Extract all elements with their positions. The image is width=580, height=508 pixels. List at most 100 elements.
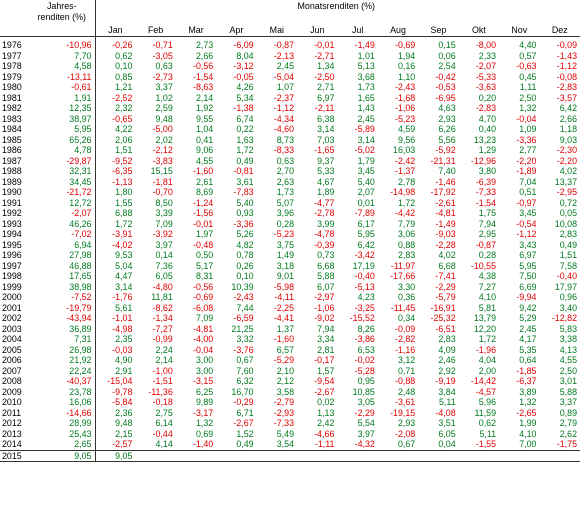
monthly-return-cell: -0,48	[192, 239, 214, 250]
monthly-return-cell: 2,35	[115, 334, 133, 344]
annual-return-cell: 46,26	[32, 218, 96, 229]
table-row: 1978 4,58 0,10 0,63 -0,56 -3,12 2,45 1,34 5,13 0,…	[0, 61, 580, 72]
monthly-return-cell: 2,42	[317, 418, 335, 428]
monthly-return-cell: -17,66	[390, 271, 416, 281]
table-row: 2013 25,43 2,15 -0,44 0,69 1,52 5,49 -4,66 3,97 -…	[0, 428, 580, 439]
monthly-return-cell: -1,54	[192, 71, 214, 82]
monthly-return-cell: -0,01	[192, 218, 214, 229]
monthly-return-cell: 1,63	[236, 134, 254, 145]
monthly-return-cell: -1,56	[192, 208, 214, 218]
monthly-return-cell: 0,04	[438, 439, 456, 449]
monthly-return-cell: 0,85	[115, 71, 133, 82]
monthly-return-cell: 11,81	[151, 292, 173, 302]
table-row: 2010 16,06 -5,84 -0,18 9,89 -0,29 -2,79 0,02 3,0…	[0, 397, 580, 408]
monthly-return-cell: 2,92	[438, 365, 456, 376]
monthly-return-cell: 9,48	[115, 418, 133, 428]
year-cell: 1994	[2, 229, 22, 239]
monthly-return-cell: -5,98	[273, 281, 295, 292]
table-row: 1996 27,98 9,53 0,14 0,50 0,78 1,49 0,73 -3,42 2,…	[0, 250, 580, 261]
monthly-return-cell	[377, 449, 419, 462]
monthly-return-cell: -1,43	[556, 50, 578, 61]
year-cell: 1977	[2, 50, 22, 61]
year-cell: 1976	[2, 40, 22, 50]
monthly-return-cell: -15,04	[107, 376, 133, 386]
monthly-return-cell: 2,14	[195, 92, 214, 103]
table-row: 1994 -7,02 -3,91 -3,92 1,97 5,26 -5,23 -4,78 5,9…	[0, 229, 580, 240]
monthly-return-cell: 7,09	[195, 313, 214, 323]
monthly-return-cell: -7,89	[354, 208, 375, 218]
monthly-return-cell: 4,23	[357, 292, 375, 302]
monthly-return-cell: 0,57	[519, 50, 537, 61]
monthly-return-cell: 5,95	[519, 260, 537, 271]
monthly-return-cell: 2,61	[195, 176, 214, 187]
monthly-return-cell: 1,10	[397, 71, 416, 82]
monthly-return-cell: -4,02	[112, 239, 133, 250]
monthly-return-cell: 5,61	[115, 302, 133, 313]
monthly-return-cell: -2,30	[556, 145, 578, 155]
monthly-return-cell: 1,73	[276, 187, 295, 197]
monthly-return-cell: -2,42	[395, 155, 416, 166]
monthly-return-cell: 3,84	[438, 386, 456, 397]
monthly-return-cell: -0,81	[233, 166, 254, 176]
monthly-return-cell: -1,96	[475, 344, 497, 355]
monthly-return-cell: -4,80	[152, 281, 173, 292]
monthly-return-cell: 0,26	[236, 260, 254, 271]
monthly-return-cell: 3,06	[397, 229, 416, 239]
monthly-return-cell: 3,43	[519, 239, 537, 250]
monthly-return-cell: 1,97	[195, 229, 214, 239]
monthly-return-cell: -8,00	[475, 40, 497, 50]
annual-return-cell: 36,89	[32, 323, 96, 334]
monthly-return-cell: -2,43	[395, 82, 416, 92]
monthly-return-cell: -0,87	[273, 40, 295, 50]
monthly-return-cell: 3,51	[438, 418, 456, 428]
monthly-return-cell: -3,92	[152, 229, 173, 239]
annual-returns-header: Jahres- renditen (%)	[32, 0, 96, 24]
annual-return-cell: 38,98	[32, 281, 96, 292]
monthly-return-cell: -5,79	[435, 292, 456, 302]
monthly-return-cell: 0,20	[478, 92, 497, 103]
monthly-return-cell: 4,26	[236, 82, 254, 92]
annual-return-cell: 16,06	[32, 397, 96, 408]
monthly-return-cell: 2,95	[478, 229, 497, 239]
monthly-return-cell: -0,05	[233, 71, 254, 82]
monthly-return-cell: 6,68	[438, 260, 456, 271]
annual-return-cell: 27,98	[32, 250, 96, 261]
monthly-return-cell: 0,06	[438, 50, 456, 61]
monthly-return-cell: 5,34	[236, 92, 254, 103]
monthly-return-cell: -11,45	[390, 302, 416, 313]
monthly-return-cell: 1,18	[559, 124, 578, 134]
monthly-return-cell: 4,17	[519, 334, 537, 344]
monthly-return-cell: -9,94	[516, 292, 537, 302]
monthly-return-cell: 0,14	[155, 250, 173, 260]
monthly-return-cell: 8,69	[195, 187, 214, 197]
monthly-return-cell: -0,56	[192, 61, 214, 71]
month-header-jun: Jun	[297, 24, 338, 37]
monthly-return-cell: -3,91	[112, 229, 133, 239]
monthly-return-cell: 3,96	[276, 208, 295, 218]
monthly-return-cell: 6,88	[115, 208, 133, 218]
monthly-return-cell: -6,37	[516, 376, 537, 386]
year-cell: 1998	[2, 271, 22, 281]
monthly-return-cell: 0,95	[357, 376, 375, 386]
monthly-return-cell: 1,32	[195, 418, 214, 428]
monthly-return-cell: -3,36	[516, 134, 537, 145]
monthly-return-cell: -11,36	[148, 386, 173, 397]
monthly-return-cell: -4,77	[314, 197, 335, 208]
annual-return-cell: 5,95	[32, 124, 96, 135]
monthly-return-cell: 5,56	[438, 134, 456, 145]
monthly-return-cell: -12,96	[470, 155, 497, 166]
table-row: 1981 1,91 -2,52 1,02 2,14 5,34 -2,37 6,97 1,65 -1…	[0, 92, 580, 103]
monthly-return-cell: 2,93	[438, 113, 456, 124]
monthly-return-cell: 1,02	[155, 92, 173, 103]
monthly-return-cell: -2,29	[354, 407, 375, 418]
monthly-return-cell: -2,57	[112, 439, 133, 449]
year-cell: 2015	[0, 449, 32, 462]
table-row: 1984 5,95 4,22 -5,00 1,04 0,22 -4,60 3,14 -5,89 4…	[0, 124, 580, 135]
monthly-return-cell: -4,57	[475, 386, 497, 397]
monthly-return-cell: -2,07	[475, 61, 497, 71]
monthly-return-cell: 5,26	[236, 229, 254, 239]
monthly-return-cell: 5,40	[236, 197, 254, 208]
monthly-return-cell: 3,32	[236, 334, 254, 344]
monthly-return-cell: 7,79	[397, 218, 416, 229]
monthly-return-cell: 8,50	[155, 197, 173, 208]
